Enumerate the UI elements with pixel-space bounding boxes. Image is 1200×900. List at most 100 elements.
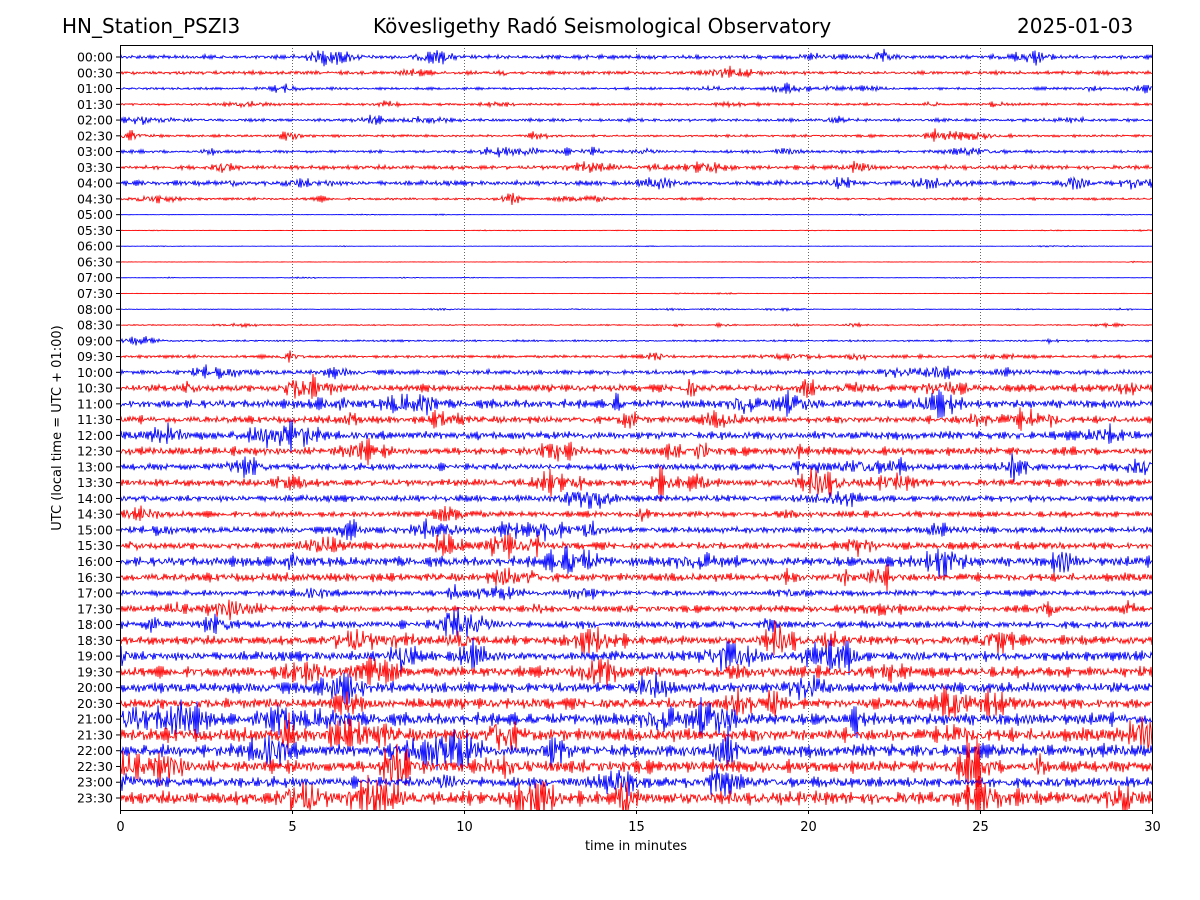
y-tick-label: 20:00 <box>77 680 113 695</box>
seismic-trace-0600 <box>120 244 1152 248</box>
y-tick-label: 03:30 <box>77 160 113 175</box>
seismic-trace-0500 <box>120 213 1152 217</box>
y-tick-label: 18:00 <box>77 617 113 632</box>
seismic-trace-1130 <box>120 407 1152 431</box>
seismic-trace-0200 <box>120 114 1152 126</box>
seismic-trace-0830 <box>120 321 1152 329</box>
y-tick-label: 06:00 <box>77 239 113 254</box>
y-tick-label: 10:30 <box>77 381 113 396</box>
y-tick-label: 22:30 <box>77 759 113 774</box>
y-tick-label: 02:30 <box>77 128 113 143</box>
y-tick-label: 00:00 <box>77 50 113 65</box>
seismic-trace-2230 <box>120 739 1152 796</box>
y-tick-label: 04:30 <box>77 191 113 206</box>
y-tick-label: 15:00 <box>77 522 113 537</box>
seismic-trace-2130 <box>120 712 1152 755</box>
y-tick-label: 11:00 <box>77 396 113 411</box>
seismic-trace-0730 <box>120 291 1152 295</box>
seismic-trace-2100 <box>120 697 1152 739</box>
seismic-trace-0930 <box>120 350 1152 363</box>
y-tick-label: 14:00 <box>77 491 113 506</box>
seismic-trace-1330 <box>120 465 1152 502</box>
seismic-trace-2000 <box>120 671 1152 705</box>
seismic-trace-0800 <box>120 307 1152 312</box>
seismic-trace-1500 <box>120 518 1152 542</box>
y-tick-label: 17:30 <box>77 601 113 616</box>
y-tick-label: 06:30 <box>77 254 113 269</box>
chart-title: Kövesligethy Radó Seismological Observat… <box>373 14 832 38</box>
y-tick-label: 18:30 <box>77 633 113 648</box>
seismic-trace-1830 <box>120 620 1152 656</box>
y-tick-label: 12:30 <box>77 444 113 459</box>
y-tick-label: 16:30 <box>77 570 113 585</box>
seismic-trace-1930 <box>120 657 1152 687</box>
seismic-trace-0530 <box>120 228 1152 233</box>
y-tick-label: 19:00 <box>77 649 113 664</box>
seismic-trace-0900 <box>120 336 1152 346</box>
seismic-trace-1700 <box>120 584 1152 601</box>
y-tick-label: 02:00 <box>77 113 113 128</box>
y-tick-label: 21:30 <box>77 727 113 742</box>
seismic-trace-0000 <box>120 48 1152 67</box>
y-tick-label: 20:30 <box>77 696 113 711</box>
y-tick-label: 23:30 <box>77 791 113 806</box>
seismic-trace-1430 <box>120 505 1152 522</box>
y-tick-label: 15:30 <box>77 538 113 553</box>
y-tick-label: 22:00 <box>77 743 113 758</box>
seismic-trace-1400 <box>120 491 1152 509</box>
seismic-trace-2030 <box>120 685 1152 720</box>
seismic-trace-1300 <box>120 453 1152 482</box>
y-tick-label: 04:00 <box>77 176 113 191</box>
seismic-trace-1730 <box>120 599 1152 621</box>
y-tick-label: 07:00 <box>77 270 113 285</box>
station-label: HN_Station_PSZI3 <box>62 14 241 38</box>
x-tick-label: 5 <box>288 820 296 835</box>
y-tick-label: 21:00 <box>77 712 113 727</box>
seismic-trace-1000 <box>120 364 1152 380</box>
seismic-trace-0400 <box>120 176 1152 190</box>
seismic-trace-2200 <box>120 725 1152 772</box>
y-tick-label: 07:30 <box>77 286 113 301</box>
seismic-trace-0230 <box>120 128 1152 142</box>
seismic-trace-0130 <box>120 100 1152 109</box>
x-tick-label: 25 <box>972 820 989 835</box>
x-axis-label: time in minutes <box>585 839 687 854</box>
seismic-trace-1230 <box>120 437 1152 466</box>
x-tick-label: 15 <box>628 820 645 835</box>
y-tick-label: 12:00 <box>77 428 113 443</box>
seismic-trace-0030 <box>120 65 1152 78</box>
y-tick-label: 03:00 <box>77 144 113 159</box>
seismic-trace-0700 <box>120 276 1152 280</box>
seismic-trace-1630 <box>120 564 1152 592</box>
y-tick-label: 01:30 <box>77 97 113 112</box>
seismic-trace-2330 <box>120 774 1152 810</box>
plot-frame <box>120 45 1153 811</box>
x-tick-label: 20 <box>800 820 817 835</box>
y-tick-label: 08:30 <box>77 318 113 333</box>
seismic-trace-0430 <box>120 192 1152 206</box>
y-axis-label: UTC (local time = UTC + 01:00) <box>50 325 65 530</box>
y-tick-label: 16:00 <box>77 554 113 569</box>
date-label: 2025-01-03 <box>1017 14 1134 38</box>
y-tick-label: 19:30 <box>77 664 113 679</box>
seismic-trace-1530 <box>120 533 1152 560</box>
y-tick-label: 10:00 <box>77 365 113 380</box>
y-tick-label: 01:00 <box>77 81 113 96</box>
seismic-trace-1800 <box>120 607 1152 637</box>
seismic-trace-0630 <box>120 260 1152 264</box>
y-tick-label: 23:00 <box>77 775 113 790</box>
y-tick-label: 09:30 <box>77 349 113 364</box>
y-tick-label: 14:30 <box>77 507 113 522</box>
seismic-trace-1200 <box>120 419 1152 453</box>
seismic-trace-1030 <box>120 373 1152 399</box>
y-tick-label: 05:00 <box>77 207 113 222</box>
y-tick-label: 08:00 <box>77 302 113 317</box>
seismic-trace-1900 <box>120 637 1152 676</box>
y-tick-label: 09:00 <box>77 333 113 348</box>
x-tick-label: 30 <box>1144 820 1161 835</box>
x-tick-label: 10 <box>456 820 473 835</box>
seismic-trace-1600 <box>120 545 1152 580</box>
y-tick-label: 13:00 <box>77 459 113 474</box>
seismic-trace-0300 <box>120 146 1152 158</box>
